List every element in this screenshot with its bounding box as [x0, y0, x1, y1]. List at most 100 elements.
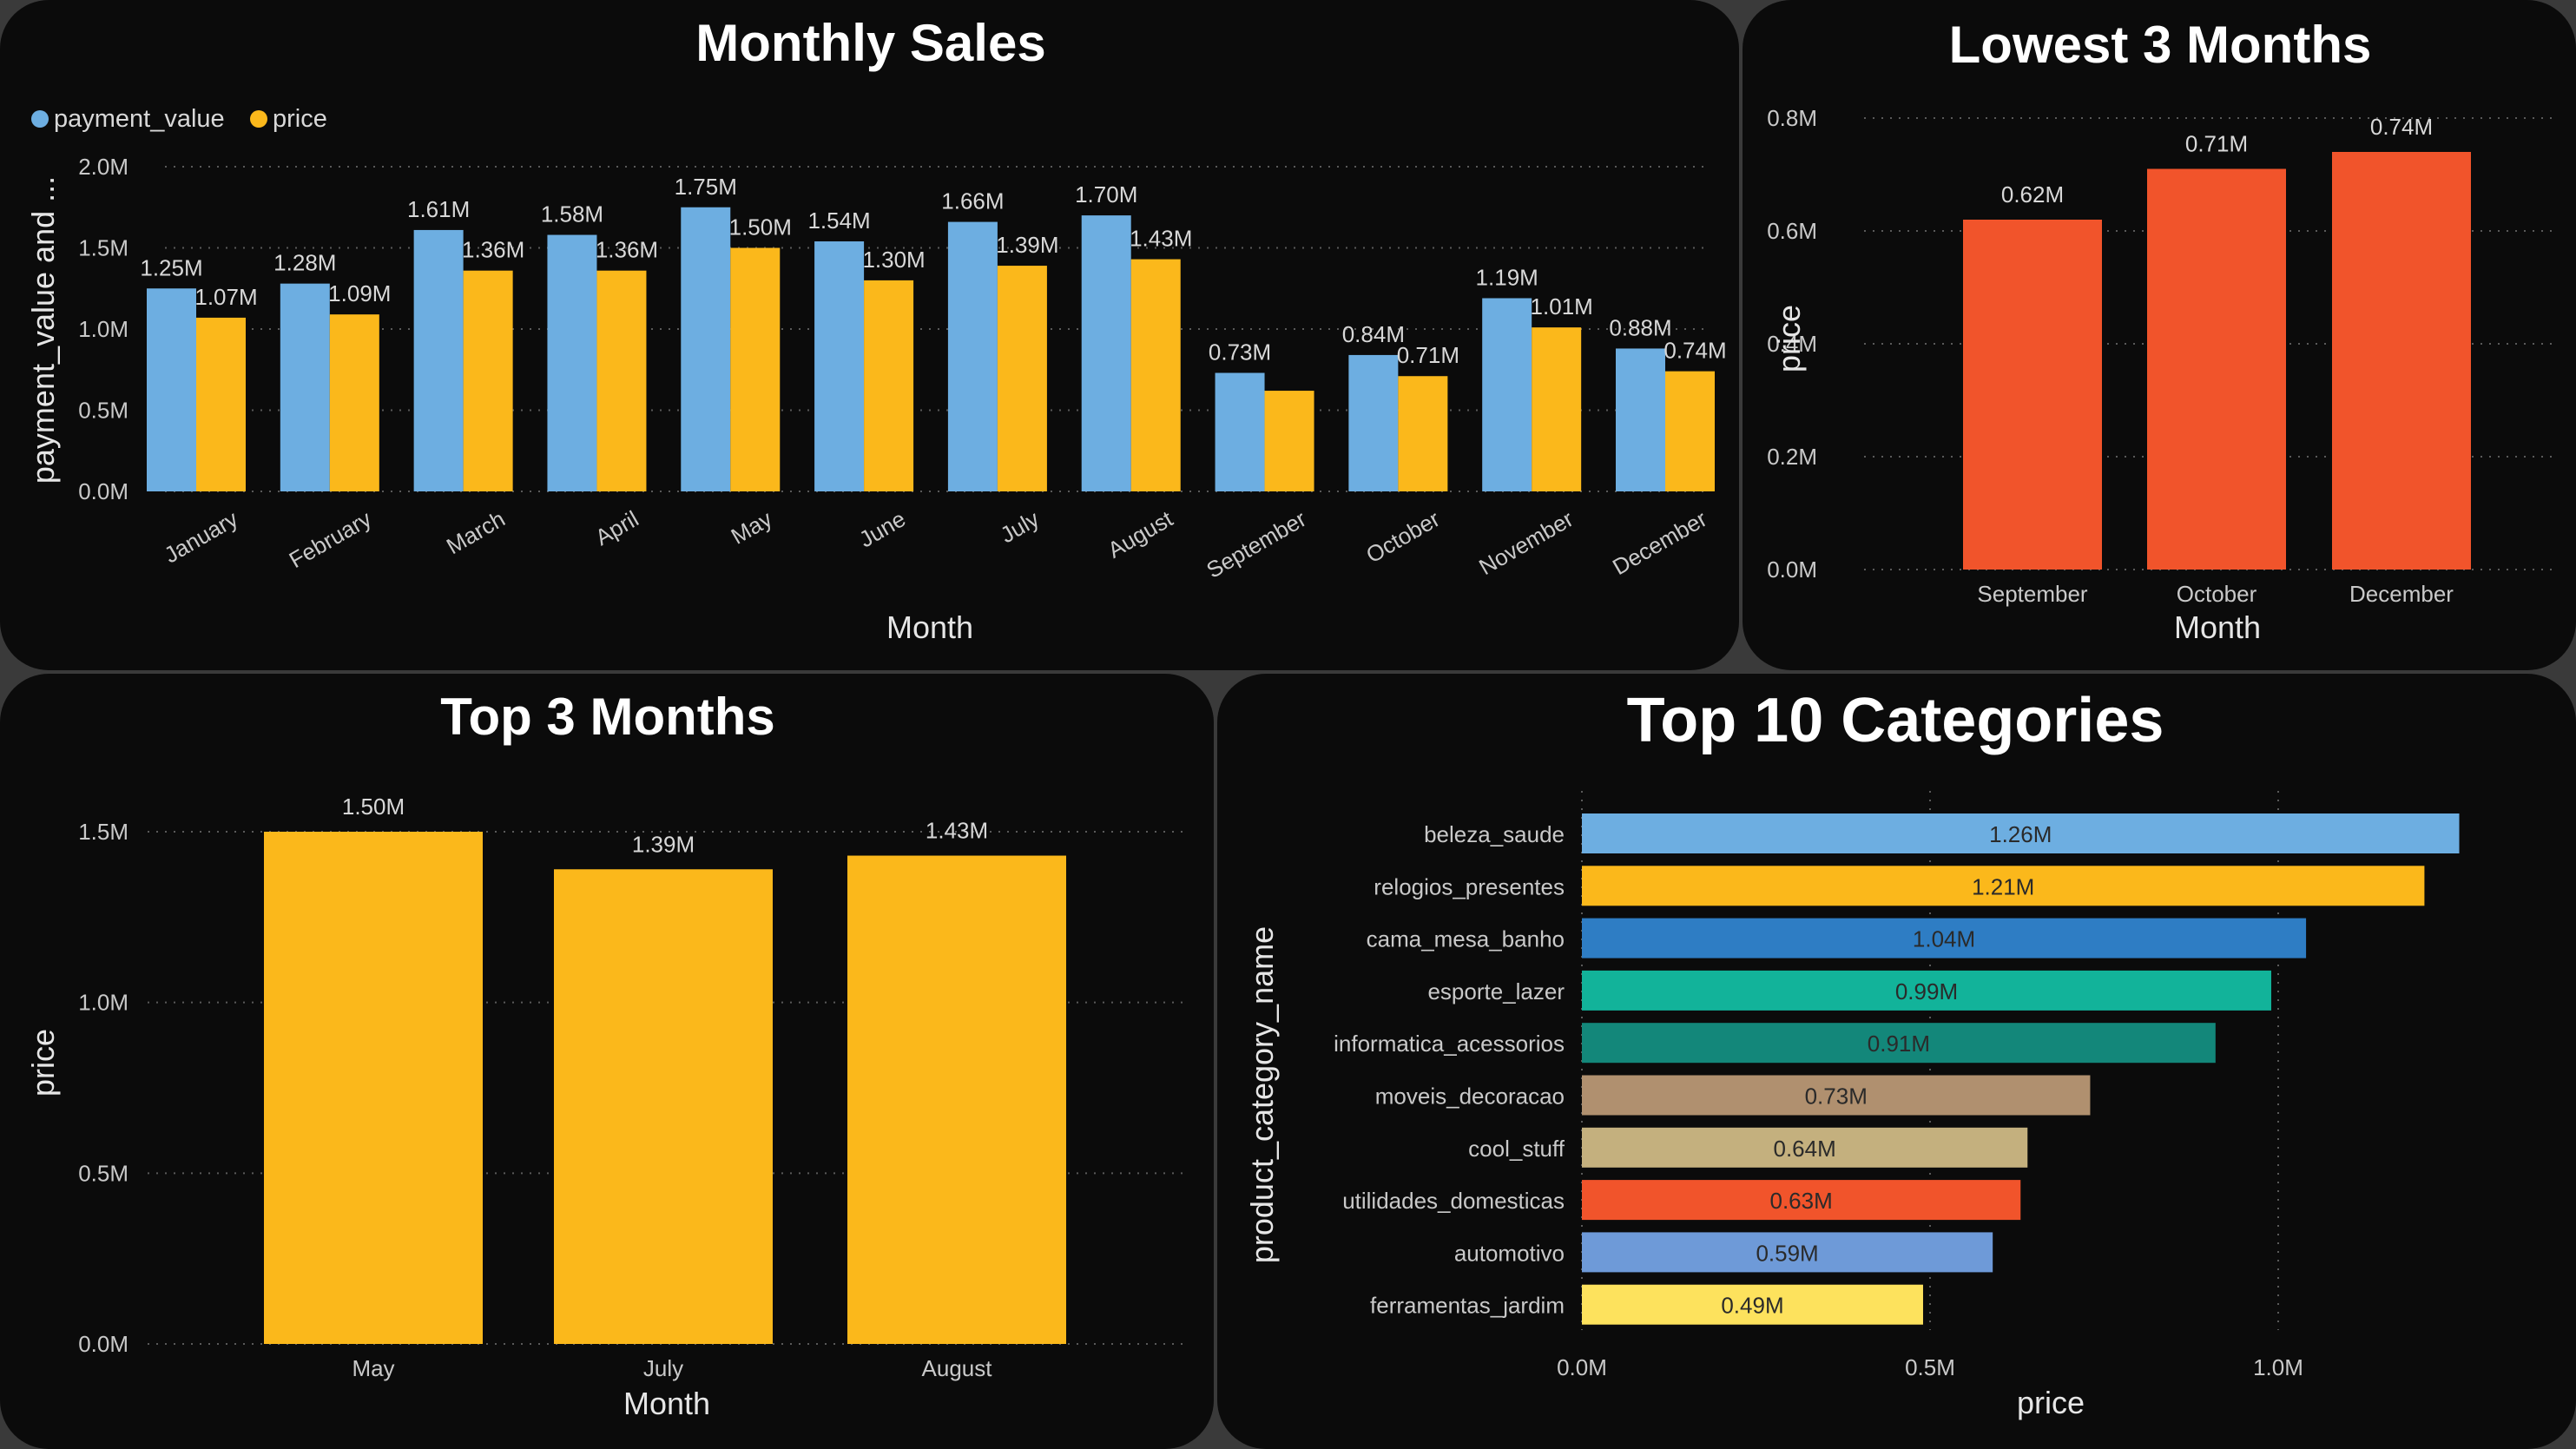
bar-price [1130, 259, 1181, 491]
x-tick-label: October [2177, 581, 2257, 607]
data-label: 0.71M [2185, 131, 2248, 157]
y-tick-label: 1.0M [78, 990, 128, 1016]
bar-payment_value [1616, 348, 1665, 491]
legend-marker [31, 110, 49, 128]
bar [1582, 1284, 1923, 1325]
bar [264, 832, 483, 1344]
x-tick-label: 0.5M [1905, 1354, 1955, 1380]
x-axis-label: Month [623, 1386, 710, 1421]
bar-price [1532, 327, 1582, 491]
bar-payment_value [147, 288, 196, 491]
data-label: 1.26M [1989, 821, 2052, 847]
x-tick-label: October [1361, 505, 1444, 568]
y-tick-label: 1.5M [78, 235, 128, 261]
bar-payment_value [1482, 298, 1532, 491]
data-label: 0.71M [1397, 342, 1459, 368]
data-label: 1.09M [328, 280, 391, 306]
bar [1582, 1023, 2216, 1064]
data-label: 1.43M [1130, 226, 1192, 252]
data-label: 1.70M [1075, 181, 1137, 207]
data-label: 1.28M [273, 250, 336, 276]
y-tick-label: 1.0M [78, 316, 128, 342]
x-axis-label: price [2017, 1385, 2085, 1420]
data-label: 0.62M [2001, 181, 2064, 207]
bar [1582, 970, 2271, 1011]
y-tick-label: beleza_saude [1424, 821, 1565, 847]
top-3-months-panel: Top 3 Months 0.0M 0.5M 1.0M 1.5M 1.50M May 1.39… [0, 674, 1214, 1449]
bar-price [997, 266, 1047, 491]
top-10-categories-chart: Top 10 Categories 0.0M 0.5M 1.0M 1.26M beleza… [1244, 686, 2460, 1420]
bar [2147, 168, 2286, 570]
bar-payment_value [681, 207, 731, 491]
y-tick-label: informatica_acessorios [1334, 1031, 1565, 1057]
y-axis-label: payment_value and ... [25, 176, 61, 484]
y-tick-label: utilidades_domesticas [1342, 1188, 1565, 1214]
y-tick-label: 0.6M [1767, 218, 1817, 244]
data-label: 0.73M [1209, 339, 1271, 365]
bar-payment_value [1348, 354, 1399, 491]
x-tick-label: May [727, 505, 777, 550]
top-10-categories-panel: Top 10 Categories 0.0M 0.5M 1.0M 1.26M beleza… [1217, 674, 2576, 1449]
data-label: 1.54M [807, 207, 870, 234]
x-tick-label: December [2349, 581, 2454, 607]
x-tick-label: December [1608, 505, 1711, 580]
bar [1582, 1127, 2028, 1168]
bar [1582, 1180, 2021, 1221]
chart-title: Monthly Sales [695, 14, 1045, 72]
monthly-sales-panel: Monthly Sales payment_value price 0.0M 0.5M 1… [0, 0, 1739, 670]
x-axis-label: Month [2174, 609, 2261, 645]
data-label: 1.21M [1972, 873, 2034, 899]
bar [554, 869, 773, 1344]
chart-title: Lowest 3 Months [1949, 16, 2372, 74]
lowest-3-months-panel: Lowest 3 Months 0.0M 0.2M 0.4M 0.6M 0.8M 0.62M… [1743, 0, 2576, 670]
data-label: 0.49M [1721, 1293, 1783, 1319]
data-label: 1.07M [194, 284, 257, 310]
data-label: 1.30M [862, 247, 925, 273]
y-tick-label: 0.5M [78, 1160, 128, 1186]
data-label: 1.43M [926, 818, 988, 844]
y-tick-label: 0.4M [1767, 331, 1817, 357]
y-tick-label: 0.0M [78, 478, 128, 504]
bar [1582, 918, 2307, 958]
data-label: 0.99M [1895, 978, 1958, 1004]
y-tick-label: 2.0M [78, 154, 128, 180]
data-label: 1.61M [407, 196, 470, 222]
bar [1582, 1075, 2091, 1116]
bar-payment_value [413, 229, 464, 491]
data-label: 0.73M [1805, 1083, 1868, 1110]
data-label: 1.58M [541, 201, 603, 227]
bar-price [1264, 391, 1314, 491]
bar-price [730, 247, 781, 491]
x-tick-label: November [1474, 505, 1578, 580]
x-tick-label: March [442, 505, 510, 559]
data-label: 1.01M [1531, 293, 1593, 319]
y-tick-label: 0.5M [78, 398, 128, 424]
legend-label: payment_value [54, 105, 225, 133]
bar-price [1665, 371, 1715, 491]
lowest-3-months-chart: Lowest 3 Months 0.0M 0.2M 0.4M 0.6M 0.8M 0.62M… [1767, 16, 2559, 645]
bar [2332, 152, 2471, 570]
data-label: 1.66M [941, 188, 1004, 214]
bar [1963, 220, 2102, 570]
bar-payment_value [1215, 372, 1265, 491]
x-tick-label: July [996, 505, 1044, 548]
data-label: 1.50M [729, 214, 792, 240]
x-tick-label: April [590, 505, 642, 550]
bar-payment_value [814, 241, 865, 491]
data-label: 1.25M [140, 254, 202, 280]
bar-price [329, 314, 379, 491]
x-tick-label: 1.0M [2253, 1354, 2303, 1380]
bar [1582, 866, 2425, 906]
bar-price [1398, 376, 1448, 491]
y-tick-label: 1.5M [78, 819, 128, 845]
x-tick-label: August [1104, 505, 1178, 563]
y-tick-label: moveis_decoracao [1375, 1083, 1565, 1110]
y-tick-label: esporte_lazer [1427, 978, 1565, 1004]
y-axis-label: price [25, 1029, 61, 1097]
chart-title: Top 10 Categories [1627, 686, 2164, 755]
data-label: 0.84M [1342, 321, 1405, 347]
chart-title: Top 3 Months [440, 688, 775, 746]
data-label: 0.74M [2370, 114, 2433, 140]
data-label: 1.39M [996, 232, 1058, 258]
data-label: 0.74M [1664, 338, 1726, 364]
